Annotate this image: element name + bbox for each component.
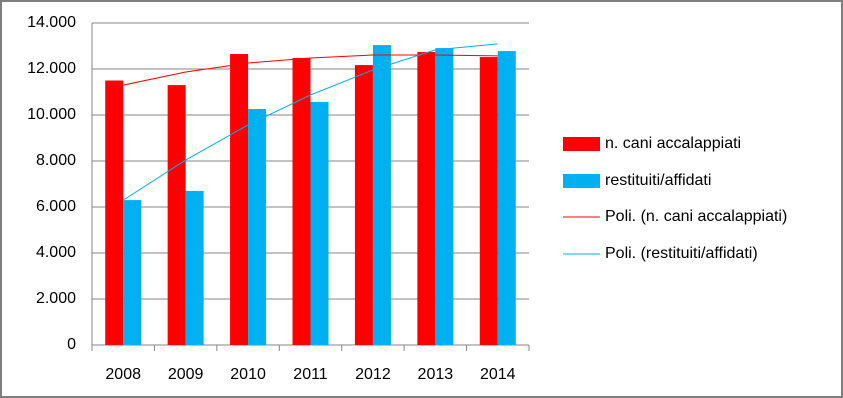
- legend-label: n. cani accalappiati: [605, 135, 741, 152]
- bar: [185, 190, 204, 345]
- bar: [167, 85, 186, 345]
- legend-label: restituiti/affidati: [605, 172, 711, 189]
- bar: [417, 51, 436, 345]
- legend-label: Poli. (restituiti/affidati): [605, 245, 758, 262]
- y-tick-label: 8.000: [36, 152, 76, 169]
- bar: [354, 65, 373, 345]
- bar: [497, 51, 516, 346]
- x-tick-label: 2010: [230, 366, 266, 383]
- x-tick-label: 2012: [355, 366, 391, 383]
- trend-line: [123, 54, 498, 86]
- bar: [248, 109, 267, 346]
- bar: [310, 101, 329, 345]
- x-tick-label: 2009: [168, 366, 204, 383]
- x-tick-label: 2014: [480, 366, 516, 383]
- bar: [435, 48, 454, 345]
- y-tick-label: 6.000: [36, 198, 76, 215]
- bar: [123, 200, 142, 345]
- bar: [479, 57, 498, 345]
- legend-swatch: [563, 174, 600, 188]
- y-tick-label: 2.000: [36, 290, 76, 307]
- bar: [372, 45, 391, 345]
- x-tick-label: 2011: [293, 366, 328, 383]
- y-tick-label: 4.000: [36, 244, 76, 261]
- legend-label: Poli. (n. cani accalappiati): [605, 208, 787, 225]
- x-tick-label: 2008: [105, 366, 141, 383]
- trend-line: [122, 43, 498, 201]
- y-tick-label: 0: [67, 336, 76, 353]
- bar: [105, 80, 124, 345]
- x-tick-label: 2013: [418, 366, 454, 383]
- bar: [230, 54, 249, 346]
- y-tick-label: 12.000: [27, 60, 76, 77]
- y-tick-label: 14.000: [27, 14, 76, 31]
- bar: [292, 57, 311, 346]
- y-tick-label: 10.000: [27, 106, 76, 123]
- legend-swatch: [563, 137, 600, 151]
